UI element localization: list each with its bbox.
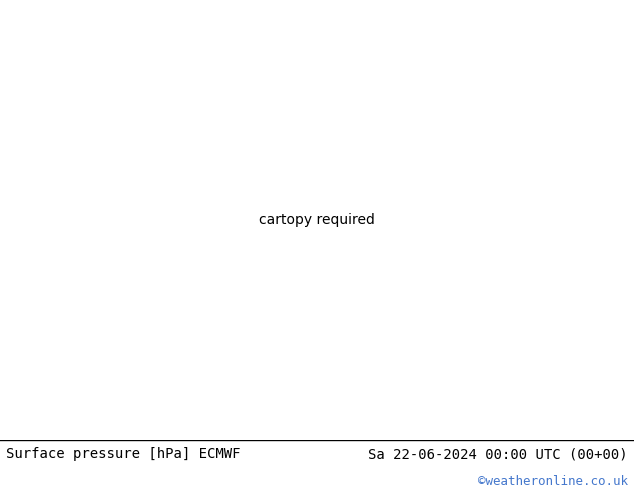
Text: Surface pressure [hPa] ECMWF: Surface pressure [hPa] ECMWF [6, 447, 241, 461]
Text: Sa 22-06-2024 00:00 UTC (00+00): Sa 22-06-2024 00:00 UTC (00+00) [368, 447, 628, 461]
Text: cartopy required: cartopy required [259, 213, 375, 227]
Text: ©weatheronline.co.uk: ©weatheronline.co.uk [477, 474, 628, 488]
